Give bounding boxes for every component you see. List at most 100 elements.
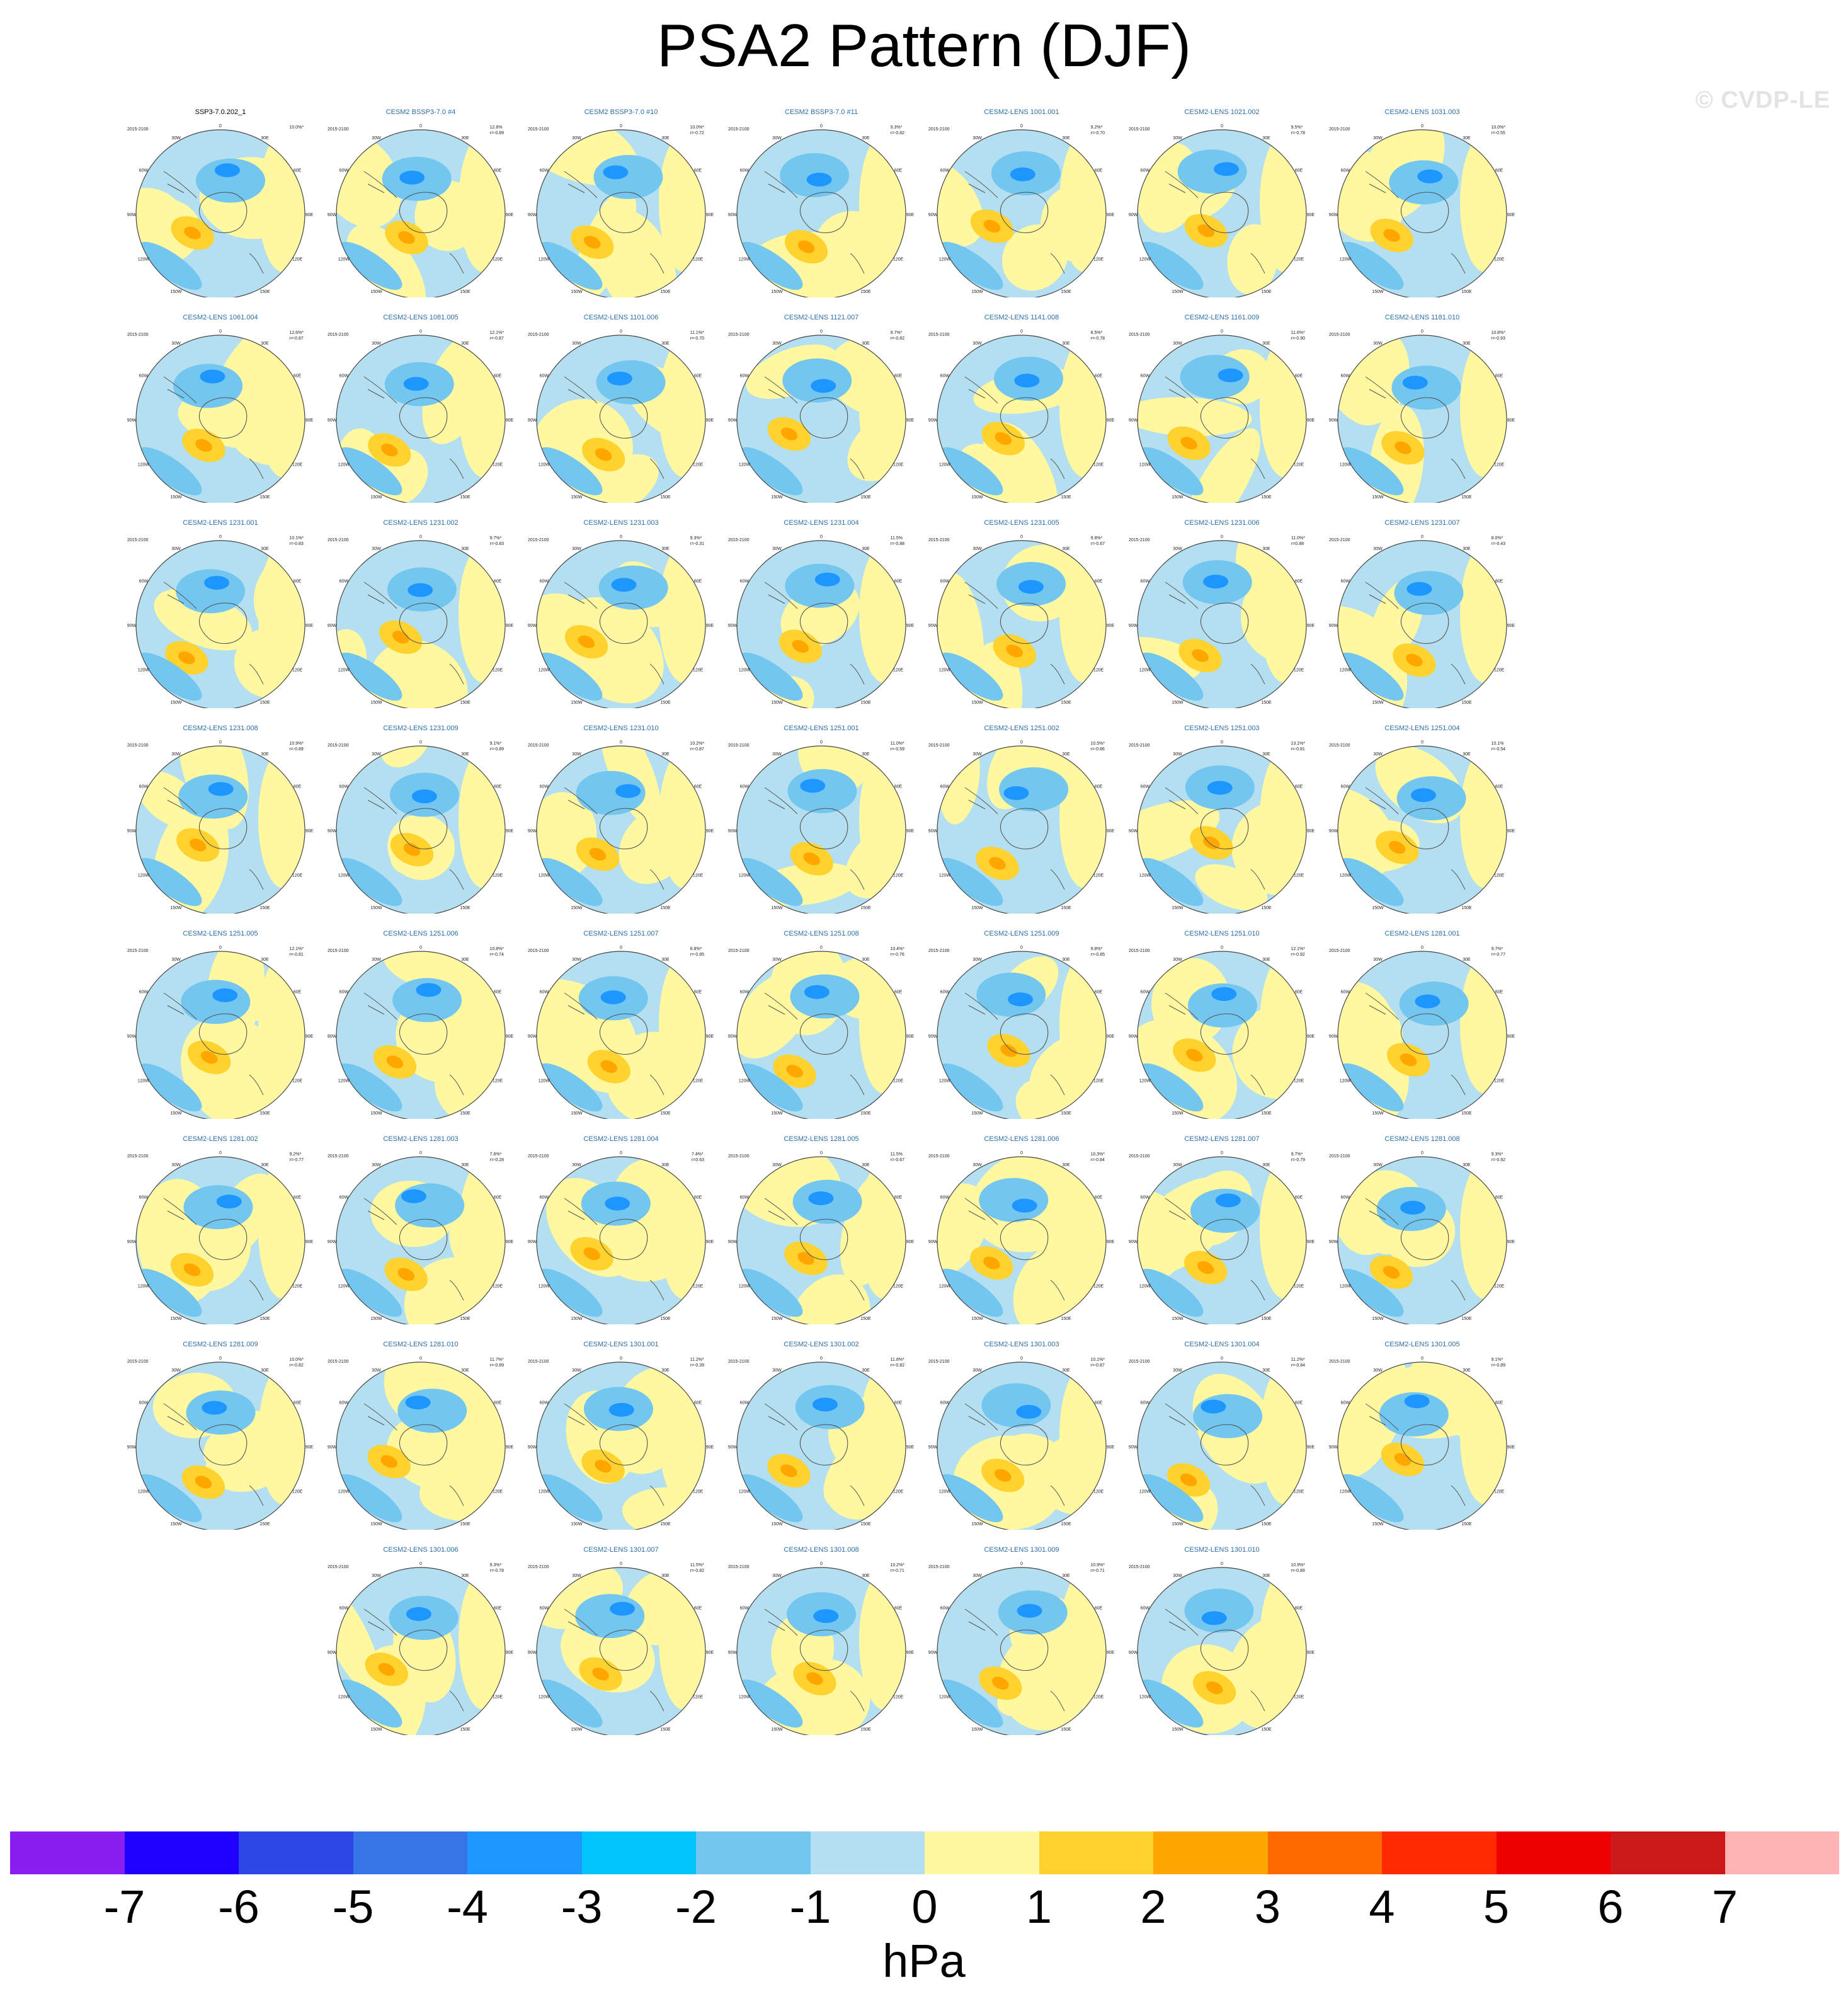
longitude-label: 60E bbox=[494, 1196, 502, 1200]
longitude-label: 30W bbox=[972, 547, 982, 551]
longitude-label: 90W bbox=[1329, 1034, 1338, 1039]
longitude-label: 150E bbox=[660, 1522, 671, 1527]
longitude-label: 120W bbox=[1340, 1285, 1352, 1289]
panel-title: CESM2-LENS 1121.007 bbox=[784, 314, 859, 321]
variance-explained: 12.1%* bbox=[489, 331, 504, 335]
polar-map: 030E60E90E120E150E180150W120W90W60W30W bbox=[1329, 535, 1515, 708]
pattern-correlation: r=-0.89 bbox=[289, 747, 304, 752]
longitude-label: 120E bbox=[1093, 1490, 1104, 1494]
longitude-label: 90W bbox=[928, 1240, 938, 1244]
longitude-label: 120W bbox=[939, 1285, 951, 1289]
longitude-label: 120E bbox=[893, 463, 904, 467]
longitude-label: 120W bbox=[739, 1695, 751, 1700]
longitude-label: 150E bbox=[460, 1111, 471, 1116]
longitude-label: 150W bbox=[971, 701, 983, 705]
longitude-label: 120W bbox=[138, 258, 150, 262]
longitude-label: 90E bbox=[506, 418, 514, 423]
colorbar-tick-label: 5 bbox=[1483, 1881, 1510, 1933]
longitude-label: 120E bbox=[493, 258, 503, 262]
longitude-label: 120E bbox=[1494, 1079, 1505, 1084]
longitude-label: 60W bbox=[339, 580, 349, 584]
map-panel: CESM2-LENS 1281.009 2015-2100 10.0%* r=-0.8… bbox=[126, 1341, 315, 1530]
map-panel: CESM2-LENS 1181.010 2015-2100 10.8%* r=-0.9… bbox=[1328, 314, 1517, 503]
longitude-label: 60W bbox=[740, 374, 750, 379]
longitude-label: 150W bbox=[1172, 906, 1184, 910]
longitude-label: 30E bbox=[862, 136, 870, 140]
map-panel: CESM2-LENS 1231.008 2015-2100 10.9%* r=-0.8… bbox=[126, 725, 315, 914]
longitude-label: 150E bbox=[660, 1111, 671, 1116]
polar-map: 030E60E90E120E150E180150W120W90W60W30W bbox=[1329, 740, 1515, 914]
longitude-label: 90E bbox=[1507, 213, 1515, 217]
map-panel: CESM2-LENS 1251.004 2015-2100 10.1% r=-0.54… bbox=[1328, 725, 1517, 914]
longitude-label: 150W bbox=[771, 1522, 783, 1527]
polar-map: 030E60E90E120E150E180150W120W90W60W30W bbox=[328, 1562, 514, 1735]
longitude-label: 90E bbox=[1307, 1034, 1315, 1039]
longitude-label: 90W bbox=[328, 1034, 337, 1039]
panel-stats: 10.2%* r=-0.71 bbox=[890, 1562, 904, 1574]
longitude-label: 60W bbox=[339, 990, 349, 995]
longitude-label: 90W bbox=[127, 829, 137, 834]
polar-map: 030E60E90E120E150E180150W120W90W60W30W bbox=[728, 329, 915, 503]
longitude-label: 150W bbox=[971, 495, 983, 500]
longitude-label: 150E bbox=[260, 1522, 270, 1527]
variance-explained: 9.7%* bbox=[489, 536, 502, 541]
longitude-label: 30W bbox=[572, 136, 581, 140]
longitude-label: 120E bbox=[693, 874, 704, 878]
pattern-correlation: r=-0.84 bbox=[1291, 1363, 1305, 1368]
longitude-label: 60W bbox=[139, 1401, 149, 1406]
colorbar-segment bbox=[1039, 1831, 1153, 1874]
longitude-label: 60W bbox=[540, 374, 549, 379]
polar-map: 030E60E90E120E150E180150W120W90W60W30W bbox=[1129, 946, 1315, 1119]
longitude-label: 120E bbox=[493, 874, 503, 878]
map-panel: CESM2-LENS 1061.004 2015-2100 12.6%* r=-0.8… bbox=[126, 314, 315, 503]
longitude-label: 60W bbox=[940, 169, 950, 173]
longitude-label: 120E bbox=[292, 1079, 303, 1084]
longitude-label: 0 bbox=[419, 740, 422, 745]
longitude-label: 30W bbox=[972, 1163, 982, 1167]
longitude-label: 90W bbox=[928, 1034, 938, 1039]
longitude-label: 60W bbox=[139, 785, 149, 789]
longitude-label: 120W bbox=[539, 258, 550, 262]
longitude-label: 150W bbox=[771, 906, 783, 910]
variance-explained: 7.4%* bbox=[691, 1152, 704, 1157]
longitude-label: 60E bbox=[494, 374, 502, 379]
longitude-label: 90W bbox=[928, 1651, 938, 1655]
longitude-label: 120W bbox=[739, 1490, 751, 1494]
longitude-label: 60W bbox=[1141, 1607, 1150, 1611]
panel-period: 2015-2100 bbox=[528, 1360, 549, 1364]
pattern-correlation: r=-0.76 bbox=[890, 953, 904, 957]
panel-title: CESM2-LENS 1061.004 bbox=[183, 314, 258, 321]
longitude-label: 60E bbox=[694, 1401, 702, 1406]
variance-explained: 10.9%* bbox=[1291, 1563, 1305, 1567]
variance-explained: 11.0%* bbox=[1291, 536, 1305, 541]
map-panel: CESM2-LENS 1121.007 2015-2100 9.7%* r=-0.82… bbox=[727, 314, 916, 503]
longitude-label: 30E bbox=[461, 547, 469, 551]
longitude-label: 60W bbox=[1341, 990, 1350, 995]
longitude-label: 30W bbox=[772, 341, 782, 346]
colorbar-tick-label: -3 bbox=[561, 1881, 603, 1933]
variance-explained: 9.7%* bbox=[1491, 947, 1503, 951]
longitude-label: 0 bbox=[620, 1151, 622, 1155]
panel-title: CESM2-LENS 1031.003 bbox=[1384, 108, 1460, 116]
longitude-label: 150W bbox=[170, 1522, 182, 1527]
longitude-label: 0 bbox=[1421, 740, 1423, 745]
longitude-label: 120W bbox=[138, 463, 150, 467]
longitude-label: 120W bbox=[939, 1695, 951, 1700]
longitude-label: 150W bbox=[170, 1317, 182, 1321]
panel-title: CESM2-LENS 1081.005 bbox=[383, 314, 459, 321]
longitude-label: 30E bbox=[461, 136, 469, 140]
variance-explained: 9.3%* bbox=[690, 536, 702, 541]
longitude-label: 90W bbox=[728, 1034, 738, 1039]
longitude-label: 90W bbox=[328, 1240, 337, 1244]
longitude-label: 150E bbox=[460, 701, 471, 705]
longitude-label: 120E bbox=[893, 668, 904, 673]
colorbar-tick-label: -4 bbox=[447, 1881, 488, 1933]
longitude-label: 150E bbox=[1061, 701, 1071, 705]
colorbar-tick-label: -5 bbox=[332, 1881, 374, 1933]
longitude-label: 150E bbox=[860, 906, 871, 910]
longitude-label: 150W bbox=[571, 906, 583, 910]
longitude-label: 30E bbox=[261, 1368, 269, 1373]
longitude-label: 30W bbox=[1373, 1368, 1383, 1373]
longitude-label: 120W bbox=[739, 1285, 751, 1289]
pattern-correlation: r=-0.74 bbox=[489, 953, 504, 957]
